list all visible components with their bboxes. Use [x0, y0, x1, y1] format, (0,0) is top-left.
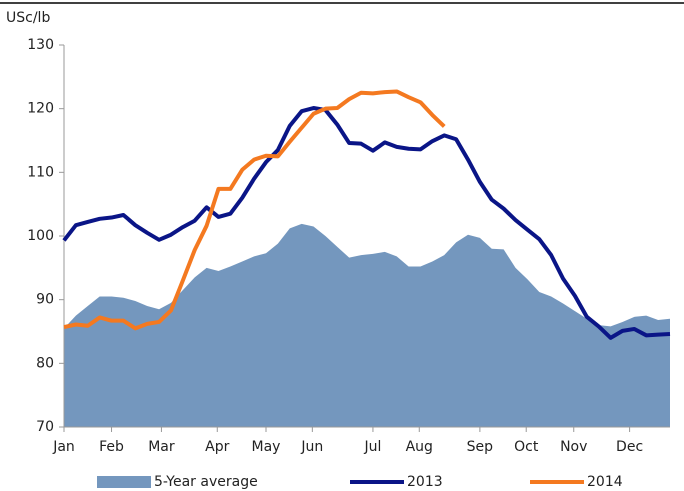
y-axis-label: USc/lb — [6, 10, 50, 26]
legend-label: 5-Year average — [154, 474, 258, 490]
y-tick-label: 130 — [27, 37, 54, 53]
legend-label: 2013 — [407, 474, 443, 490]
y-tick-label: 80 — [36, 355, 54, 371]
y-tick-label: 110 — [27, 164, 54, 180]
x-tick-label: Dec — [616, 439, 643, 455]
area — [64, 223, 670, 427]
x-tick-label: Oct — [514, 439, 539, 455]
y-tick-label: 70 — [36, 419, 54, 435]
legend-label: 2014 — [587, 474, 623, 490]
x-tick-label: Jul — [363, 439, 381, 455]
x-tick-label: Sep — [467, 439, 494, 455]
x-tick-label: May — [252, 439, 281, 455]
y-tick-label: 100 — [27, 228, 54, 244]
x-tick-label: Jun — [300, 439, 323, 455]
legend-swatch — [97, 476, 151, 488]
x-tick-label: Aug — [406, 439, 433, 455]
x-tick-label: Mar — [148, 439, 175, 455]
y-tick-label: 90 — [36, 292, 54, 308]
x-tick-label: Apr — [205, 439, 229, 455]
x-tick-label: Jan — [52, 439, 75, 455]
line — [62, 106, 671, 340]
line — [63, 89, 446, 331]
x-tick-label: Feb — [99, 439, 124, 455]
x-tick-label: Nov — [560, 439, 587, 455]
y-tick-label: 120 — [27, 101, 54, 117]
